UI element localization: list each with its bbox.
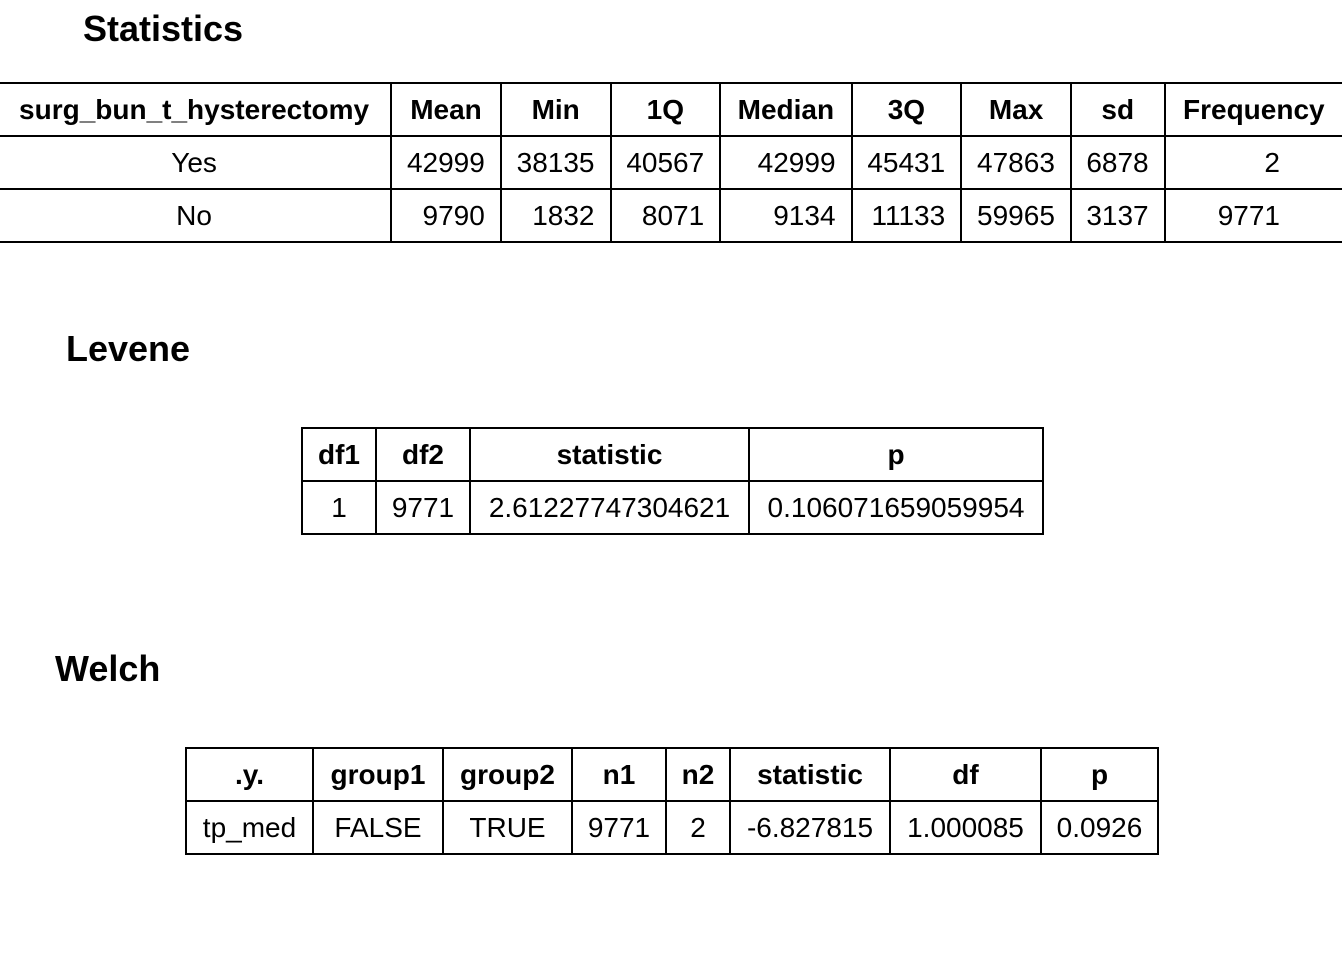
column-header: df2 (375, 427, 471, 482)
table-cell: TRUE (442, 800, 573, 855)
column-header: Mean (390, 82, 502, 137)
welch-header-row: .y. group1 group2 n1 n2 statistic df p (185, 747, 1159, 802)
table-cell: 59965 (960, 188, 1072, 243)
levene-header-row: df1 df2 statistic p (301, 427, 1044, 482)
statistics-title: Statistics (83, 8, 244, 49)
table-cell: 6878 (1069, 135, 1166, 190)
table-cell: 8071 (609, 188, 722, 243)
table-cell: 2.61227747304621 (469, 480, 750, 535)
welch-table: .y. group1 group2 n1 n2 statistic df p t… (185, 747, 1159, 855)
welch-title: Welch (55, 648, 161, 689)
column-header: sd (1069, 82, 1166, 137)
table-cell: -6.827815 (729, 800, 891, 855)
column-header: Median (719, 82, 853, 137)
table-cell: tp_med (185, 800, 314, 855)
table-cell: 11133 (850, 188, 963, 243)
table-cell: 0.0926 (1040, 800, 1159, 855)
table-cell: 1.000085 (889, 800, 1042, 855)
column-header: df1 (301, 427, 377, 482)
table-cell: 9771 (1163, 188, 1342, 243)
table-cell: 3137 (1069, 188, 1166, 243)
column-header: surg_bun_t_hysterectomy (0, 82, 393, 137)
statistics-table: surg_bun_t_hysterectomy Mean Min 1Q Medi… (0, 82, 1342, 243)
table-cell: 2 (1163, 135, 1342, 190)
column-header: n1 (571, 747, 667, 802)
table-cell: 38135 (499, 135, 612, 190)
table-cell: 9790 (390, 188, 502, 243)
table-cell: 1 (301, 480, 377, 535)
table-row: 1 9771 2.61227747304621 0.10607165905995… (301, 480, 1044, 535)
table-cell: 2 (665, 800, 731, 855)
table-cell: 9771 (571, 800, 667, 855)
column-header: statistic (469, 427, 750, 482)
table-row: Yes 42999 38135 40567 42999 45431 47863 … (0, 135, 1342, 190)
table-cell: No (0, 188, 393, 243)
column-header: Min (499, 82, 612, 137)
statistics-header-row: surg_bun_t_hysterectomy Mean Min 1Q Medi… (0, 82, 1342, 137)
table-cell: Yes (0, 135, 393, 190)
table-cell: 0.106071659059954 (748, 480, 1044, 535)
table-cell: 9134 (719, 188, 853, 243)
levene-title: Levene (66, 328, 191, 369)
table-cell: 40567 (609, 135, 722, 190)
column-header: 3Q (850, 82, 963, 137)
table-cell: 42999 (390, 135, 502, 190)
column-header: Max (960, 82, 1072, 137)
table-cell: 42999 (719, 135, 853, 190)
table-row: tp_med FALSE TRUE 9771 2 -6.827815 1.000… (185, 800, 1159, 855)
table-cell: FALSE (312, 800, 444, 855)
table-cell: 9771 (375, 480, 471, 535)
table-cell: 45431 (850, 135, 963, 190)
column-header: group2 (442, 747, 573, 802)
column-header: df (889, 747, 1042, 802)
levene-table: df1 df2 statistic p 1 9771 2.61227747304… (301, 427, 1044, 535)
column-header: group1 (312, 747, 444, 802)
table-row: No 9790 1832 8071 9134 11133 59965 3137 … (0, 188, 1342, 243)
column-header: .y. (185, 747, 314, 802)
column-header: n2 (665, 747, 731, 802)
column-header: 1Q (609, 82, 722, 137)
column-header: p (1040, 747, 1159, 802)
column-header: p (748, 427, 1044, 482)
column-header: Frequency (1163, 82, 1342, 137)
table-cell: 1832 (499, 188, 612, 243)
column-header: statistic (729, 747, 891, 802)
table-cell: 47863 (960, 135, 1072, 190)
